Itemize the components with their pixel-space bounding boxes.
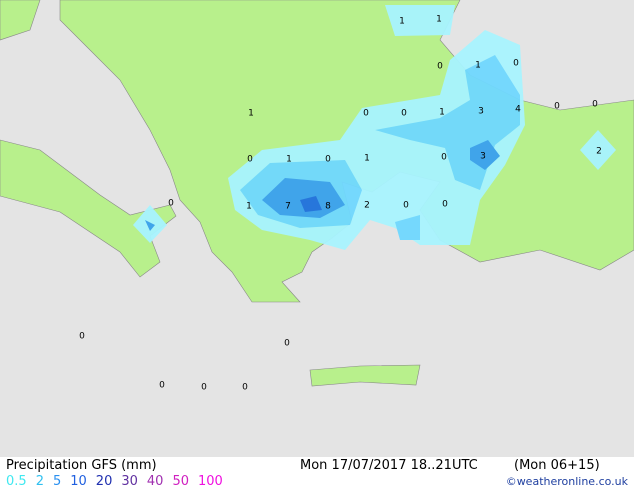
island — [309, 364, 421, 387]
precip-strong — [145, 220, 155, 231]
legend-entry: 10 — [70, 474, 87, 489]
map-value-label: 0 — [325, 155, 331, 165]
map-value-label: 0 — [247, 155, 253, 165]
map-value-label: 1 — [364, 154, 370, 164]
precip-strong — [470, 140, 500, 170]
valid-time: Mon 17/07/2017 18..21UTC — [300, 458, 478, 473]
credit: ©weatheronline.co.uk — [506, 475, 629, 488]
map-value-label: 0 — [79, 332, 85, 342]
precip-strong — [262, 178, 345, 218]
map-value-label: 1 — [399, 17, 405, 27]
legend-entry: 50 — [172, 474, 189, 489]
map-value-label: 1 — [246, 202, 252, 212]
map-value-label: 1 — [286, 155, 292, 165]
legend-entry: 30 — [121, 474, 138, 489]
map-value-label: 0 — [554, 102, 560, 112]
precip-core — [300, 196, 322, 212]
map-labels: 1 1 0 1 0 1 0 0 1 3 4 0 0 0 1 0 1 0 3 2 0 1 7 8 2 0 0 0 0 0 0 0 — [79, 15, 602, 393]
map-value-label: 0 — [513, 59, 519, 69]
map-value-label: 7 — [285, 202, 291, 212]
map-value-label: 1 — [439, 108, 445, 118]
map-value-label: 2 — [364, 201, 370, 211]
map-value-label: 3 — [478, 107, 484, 117]
map-value-label: 0 — [441, 153, 447, 163]
map-value-label: 0 — [401, 109, 407, 119]
map-value-label: 0 — [363, 109, 369, 119]
map-value-label: 4 — [515, 105, 521, 115]
legend-entry: 40 — [147, 474, 164, 489]
island — [0, 0, 41, 41]
legend-entry: 0.5 — [6, 474, 27, 489]
map-value-label: 0 — [284, 339, 290, 349]
legend: 0.5 2 5 10 20 30 40 50 100 — [6, 474, 223, 489]
map-value-label: 1 — [475, 61, 481, 71]
precipitation — [133, 5, 616, 250]
map-value-label: 0 — [592, 100, 598, 110]
map-value-label: 3 — [480, 152, 486, 162]
precip-light — [385, 5, 455, 36]
legend-entry: 20 — [96, 474, 113, 489]
map-value-label: 0 — [437, 62, 443, 72]
map-value-label: 0 — [201, 383, 207, 393]
map-value-label: 2 — [596, 147, 602, 157]
map-value-label: 0 — [159, 381, 165, 391]
map-value-label: 0 — [242, 383, 248, 393]
legend-entry: 2 — [36, 474, 44, 489]
precip-mid — [395, 215, 420, 240]
map-value-label: 1 — [436, 15, 442, 25]
map-value-label: 0 — [442, 200, 448, 210]
map-value-label: 0 — [168, 199, 174, 209]
run-info: (Mon 06+15) — [514, 458, 600, 473]
title: Precipitation GFS (mm) — [6, 458, 157, 473]
legend-entry: 100 — [198, 474, 223, 489]
precip-light — [580, 130, 616, 170]
map-value-label: 1 — [248, 109, 254, 119]
map-value-label: 8 — [325, 202, 331, 212]
map-value-label: 0 — [403, 201, 409, 211]
legend-entry: 5 — [53, 474, 61, 489]
footer — [0, 457, 634, 490]
